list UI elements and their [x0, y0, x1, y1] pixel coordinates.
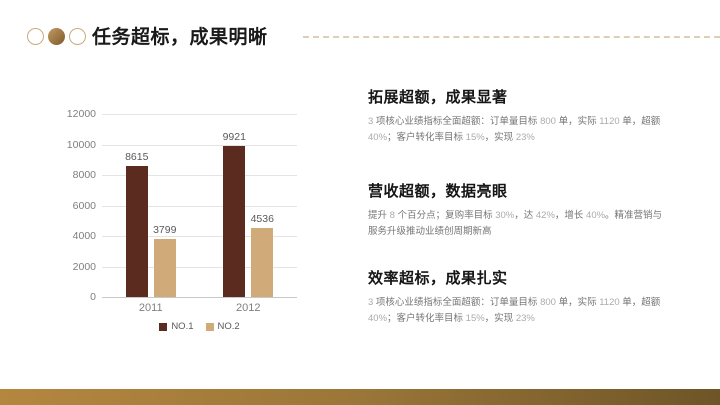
body-text-segment: 800 [540, 116, 556, 127]
legend-swatch-icon [205, 322, 214, 331]
body-text-segment: 提升 [368, 210, 390, 221]
gridline [102, 205, 297, 207]
legend-swatch-icon [159, 322, 168, 331]
body-text-segment: ；客户转化率目标 [387, 131, 466, 143]
text-section: 效率超标，成果扎实 3 项核心业绩指标全面超额：订单量目标 800 单，实际 1… [368, 267, 664, 326]
y-axis-tick-label: 4000 [72, 230, 96, 242]
x-axis-label: 2011 [138, 302, 163, 314]
body-text-segment: 单，超额 [619, 297, 661, 308]
body-text-segment: ，实现 [484, 312, 516, 324]
text-section: 拓展超额，成果显著 3 项核心业绩指标全面超额：订单量目标 800 单，实际 1… [368, 86, 664, 145]
body-text-segment: 单，实际 [555, 116, 600, 127]
body-text-segment: 项核心业绩指标全面超额：订单量目标 [373, 116, 541, 127]
footer-gold-bar [0, 389, 720, 405]
body-text-segment: 项核心业绩指标全面超额：订单量目标 [373, 297, 541, 308]
body-text-segment: 15% [465, 131, 485, 143]
body-text-segment: 8 [389, 210, 395, 221]
body-text-segment: 3 [368, 116, 374, 127]
section-body: 3 项核心业绩指标全面超额：订单量目标 800 单，实际 1120 单，超额 4… [368, 295, 664, 326]
section-heading: 效率超标，成果扎实 [368, 270, 508, 287]
body-text-segment: 42% [535, 210, 555, 221]
body-text-segment: 23% [515, 131, 535, 143]
body-text-segment: 30% [495, 210, 515, 221]
decor-circle-icon [69, 28, 86, 45]
gridline [102, 266, 297, 268]
y-axis-tick-label: 0 [90, 291, 96, 303]
title-decor-circles [27, 28, 86, 45]
gridline [102, 175, 297, 176]
body-text-segment: 800 [540, 297, 556, 308]
bar-value-label: 9921 [222, 130, 246, 143]
body-text-segment: 单，超额 [619, 116, 661, 127]
decor-circle-filled-icon [48, 28, 65, 45]
x-axis-line [102, 297, 297, 298]
gridline [102, 114, 297, 115]
y-axis-tick-label: 8000 [72, 169, 96, 181]
body-text-segment: 40% [368, 312, 388, 324]
title-dashed-divider [303, 36, 720, 38]
section-heading: 拓展超额，成果显著 [368, 89, 508, 106]
body-text-segment: ，达 [514, 210, 536, 221]
legend-item-no1: NO.1 [159, 321, 194, 332]
slide-title: 任务超标，成果明晰 [92, 27, 268, 48]
legend-item-no2: NO.2 [205, 321, 240, 332]
decor-circle-icon [27, 28, 44, 45]
y-axis-tick-label: 10000 [66, 138, 96, 151]
bar-chart: 0 2000 4000 6000 8000 10000 12000 2011 8615 3799 2… [60, 105, 360, 345]
bar-no2-2012 [251, 227, 274, 297]
bar-value-label: 4536 [250, 212, 274, 225]
gridline [102, 144, 297, 146]
bar-value-label: 8615 [125, 150, 149, 163]
legend-label: NO.1 [171, 321, 194, 332]
bar-no1-2011 [125, 165, 148, 297]
y-axis-tick-label: 12000 [66, 108, 96, 120]
body-text-segment: 23% [515, 312, 535, 324]
section-body: 提升 8 个百分点；复购率目标 30%，达 42%，增长 40%。精准营销与服务… [368, 208, 664, 239]
section-heading: 营收超额，数据亮眼 [368, 183, 508, 200]
text-section: 营收超额，数据亮眼 提升 8 个百分点；复购率目标 30%，达 42%，增长 4… [368, 180, 664, 239]
body-text-segment: 个百分点；复购率目标 [394, 210, 496, 221]
section-body: 3 项核心业绩指标全面超额：订单量目标 800 单，实际 1120 单，超额 4… [368, 114, 664, 145]
y-axis-tick-label: 2000 [72, 260, 96, 273]
chart-legend: NO.1 NO.2 [102, 321, 297, 332]
body-text-segment: 15% [465, 312, 485, 324]
body-text-segment: 3 [368, 297, 374, 308]
body-text-segment: ，增长 [554, 210, 587, 221]
body-text-segment: 40% [368, 131, 388, 143]
body-text-segment: ，实现 [484, 131, 516, 143]
bar-no1-2012 [223, 145, 246, 297]
body-text-segment: 。精准营销与服务升级推动业绩创周期新高 [368, 210, 663, 237]
body-text-segment: ；客户转化率目标 [387, 312, 466, 324]
bar-value-label: 3799 [153, 224, 177, 237]
body-text-segment: 1120 [599, 297, 620, 308]
gridline [102, 236, 297, 237]
body-text-segment: 40% [586, 210, 606, 221]
legend-label: NO.2 [217, 321, 240, 332]
x-axis-label: 2012 [236, 302, 261, 314]
bar-no2-2011 [153, 239, 176, 297]
body-text-segment: 单，实际 [555, 297, 600, 308]
body-text-segment: 1120 [599, 116, 620, 127]
y-axis-tick-label: 6000 [72, 199, 96, 212]
